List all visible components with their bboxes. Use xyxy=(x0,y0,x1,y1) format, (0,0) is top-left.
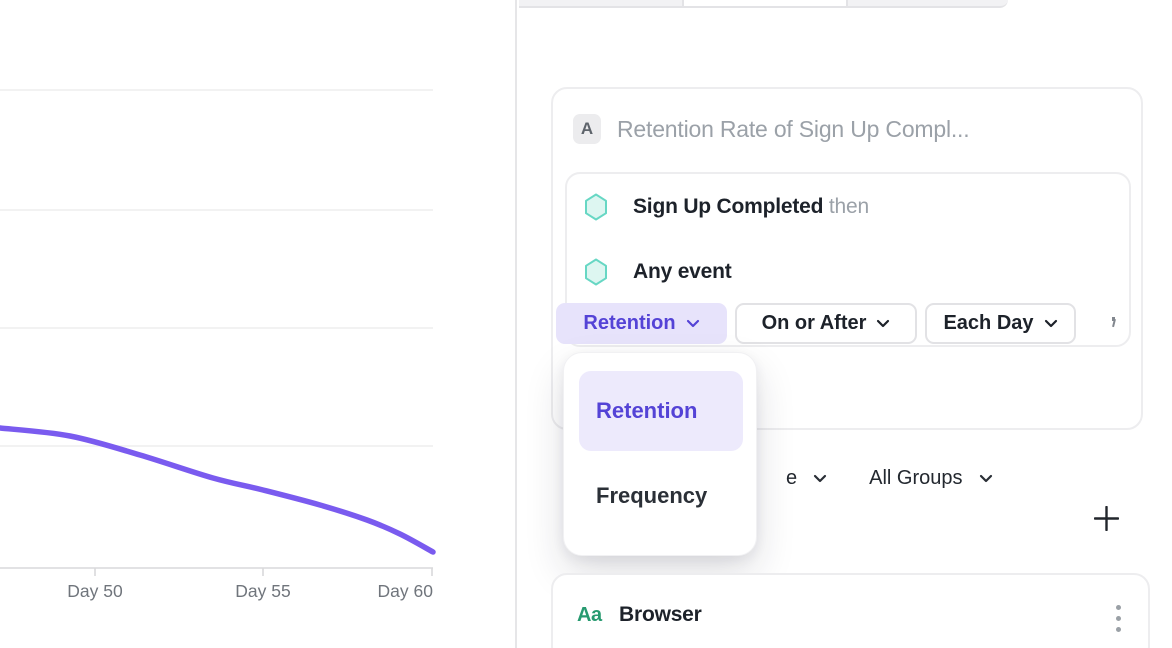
retention-controls-row: Retention On or After Each Day xyxy=(556,303,1076,344)
breakdown-property-name: Browser xyxy=(619,603,702,626)
event-name-2: Any event xyxy=(633,257,732,287)
retention-line xyxy=(0,425,436,555)
menu-item-retention[interactable]: Retention xyxy=(579,371,743,451)
tab-segment-3[interactable] xyxy=(848,0,1008,8)
chart-x-axis xyxy=(0,567,433,576)
add-breakdown-button[interactable] xyxy=(1090,502,1122,534)
event-row-1[interactable]: Sign Up Completed then xyxy=(567,192,1129,222)
metric-label-badge: A xyxy=(573,114,601,144)
event-then-label: then xyxy=(828,195,869,218)
x-tick-day-60: Day 60 xyxy=(378,581,434,601)
on-or-after-dropdown[interactable]: On or After xyxy=(735,303,917,344)
tab-segment-1[interactable] xyxy=(519,0,682,8)
text-property-icon: Aa xyxy=(577,604,602,626)
kebab-menu-icon[interactable] xyxy=(1108,600,1128,636)
x-tick-day-50: Day 50 xyxy=(67,581,123,601)
partial-icon xyxy=(1110,316,1117,328)
interval-dropdown[interactable]: Each Day xyxy=(925,303,1076,344)
tab-segment-2[interactable] xyxy=(682,0,848,8)
interval-label: Each Day xyxy=(943,312,1034,334)
groups-row: e All Groups xyxy=(786,460,993,496)
menu-item-frequency[interactable]: Frequency xyxy=(596,483,708,508)
hidden-dropdown-partial-label[interactable]: e xyxy=(786,466,798,489)
retention-chart-panel: Day 50 Day 55 Day 60 xyxy=(0,0,515,648)
chevron-down-icon xyxy=(686,319,700,328)
query-builder-panel: A Retention Rate of Sign Up Compl... Sig… xyxy=(517,0,1172,648)
panel-divider xyxy=(515,0,517,648)
retention-mode-dropdown[interactable]: Retention xyxy=(556,303,727,344)
on-or-after-label: On or After xyxy=(761,312,867,334)
retention-chart: Day 50 Day 55 Day 60 xyxy=(0,89,436,601)
report-type-tabs xyxy=(519,0,1008,8)
chevron-down-icon xyxy=(1044,319,1058,328)
chart-gridlines xyxy=(0,89,433,447)
retention-mode-label: Retention xyxy=(583,312,676,334)
metric-title-input[interactable]: Retention Rate of Sign Up Compl... xyxy=(617,116,970,142)
event-name-1: Sign Up Completed then xyxy=(633,192,869,222)
retention-mode-menu: Retention Frequency xyxy=(563,352,757,556)
event-row-2[interactable]: Any event xyxy=(567,257,1129,287)
event-hexagon-icon xyxy=(584,258,608,291)
event-name-2-label: Any event xyxy=(633,260,732,283)
x-tick-day-55: Day 55 xyxy=(235,581,290,601)
chevron-down-icon xyxy=(813,474,827,483)
event-name-1-label: Sign Up Completed xyxy=(633,195,824,218)
all-groups-dropdown[interactable]: All Groups xyxy=(869,466,963,489)
plus-icon xyxy=(1093,505,1119,531)
chevron-down-icon xyxy=(979,474,993,483)
event-hexagon-icon xyxy=(584,193,608,226)
chevron-down-icon xyxy=(876,319,890,328)
breakdown-card[interactable]: Aa Browser xyxy=(551,573,1150,648)
